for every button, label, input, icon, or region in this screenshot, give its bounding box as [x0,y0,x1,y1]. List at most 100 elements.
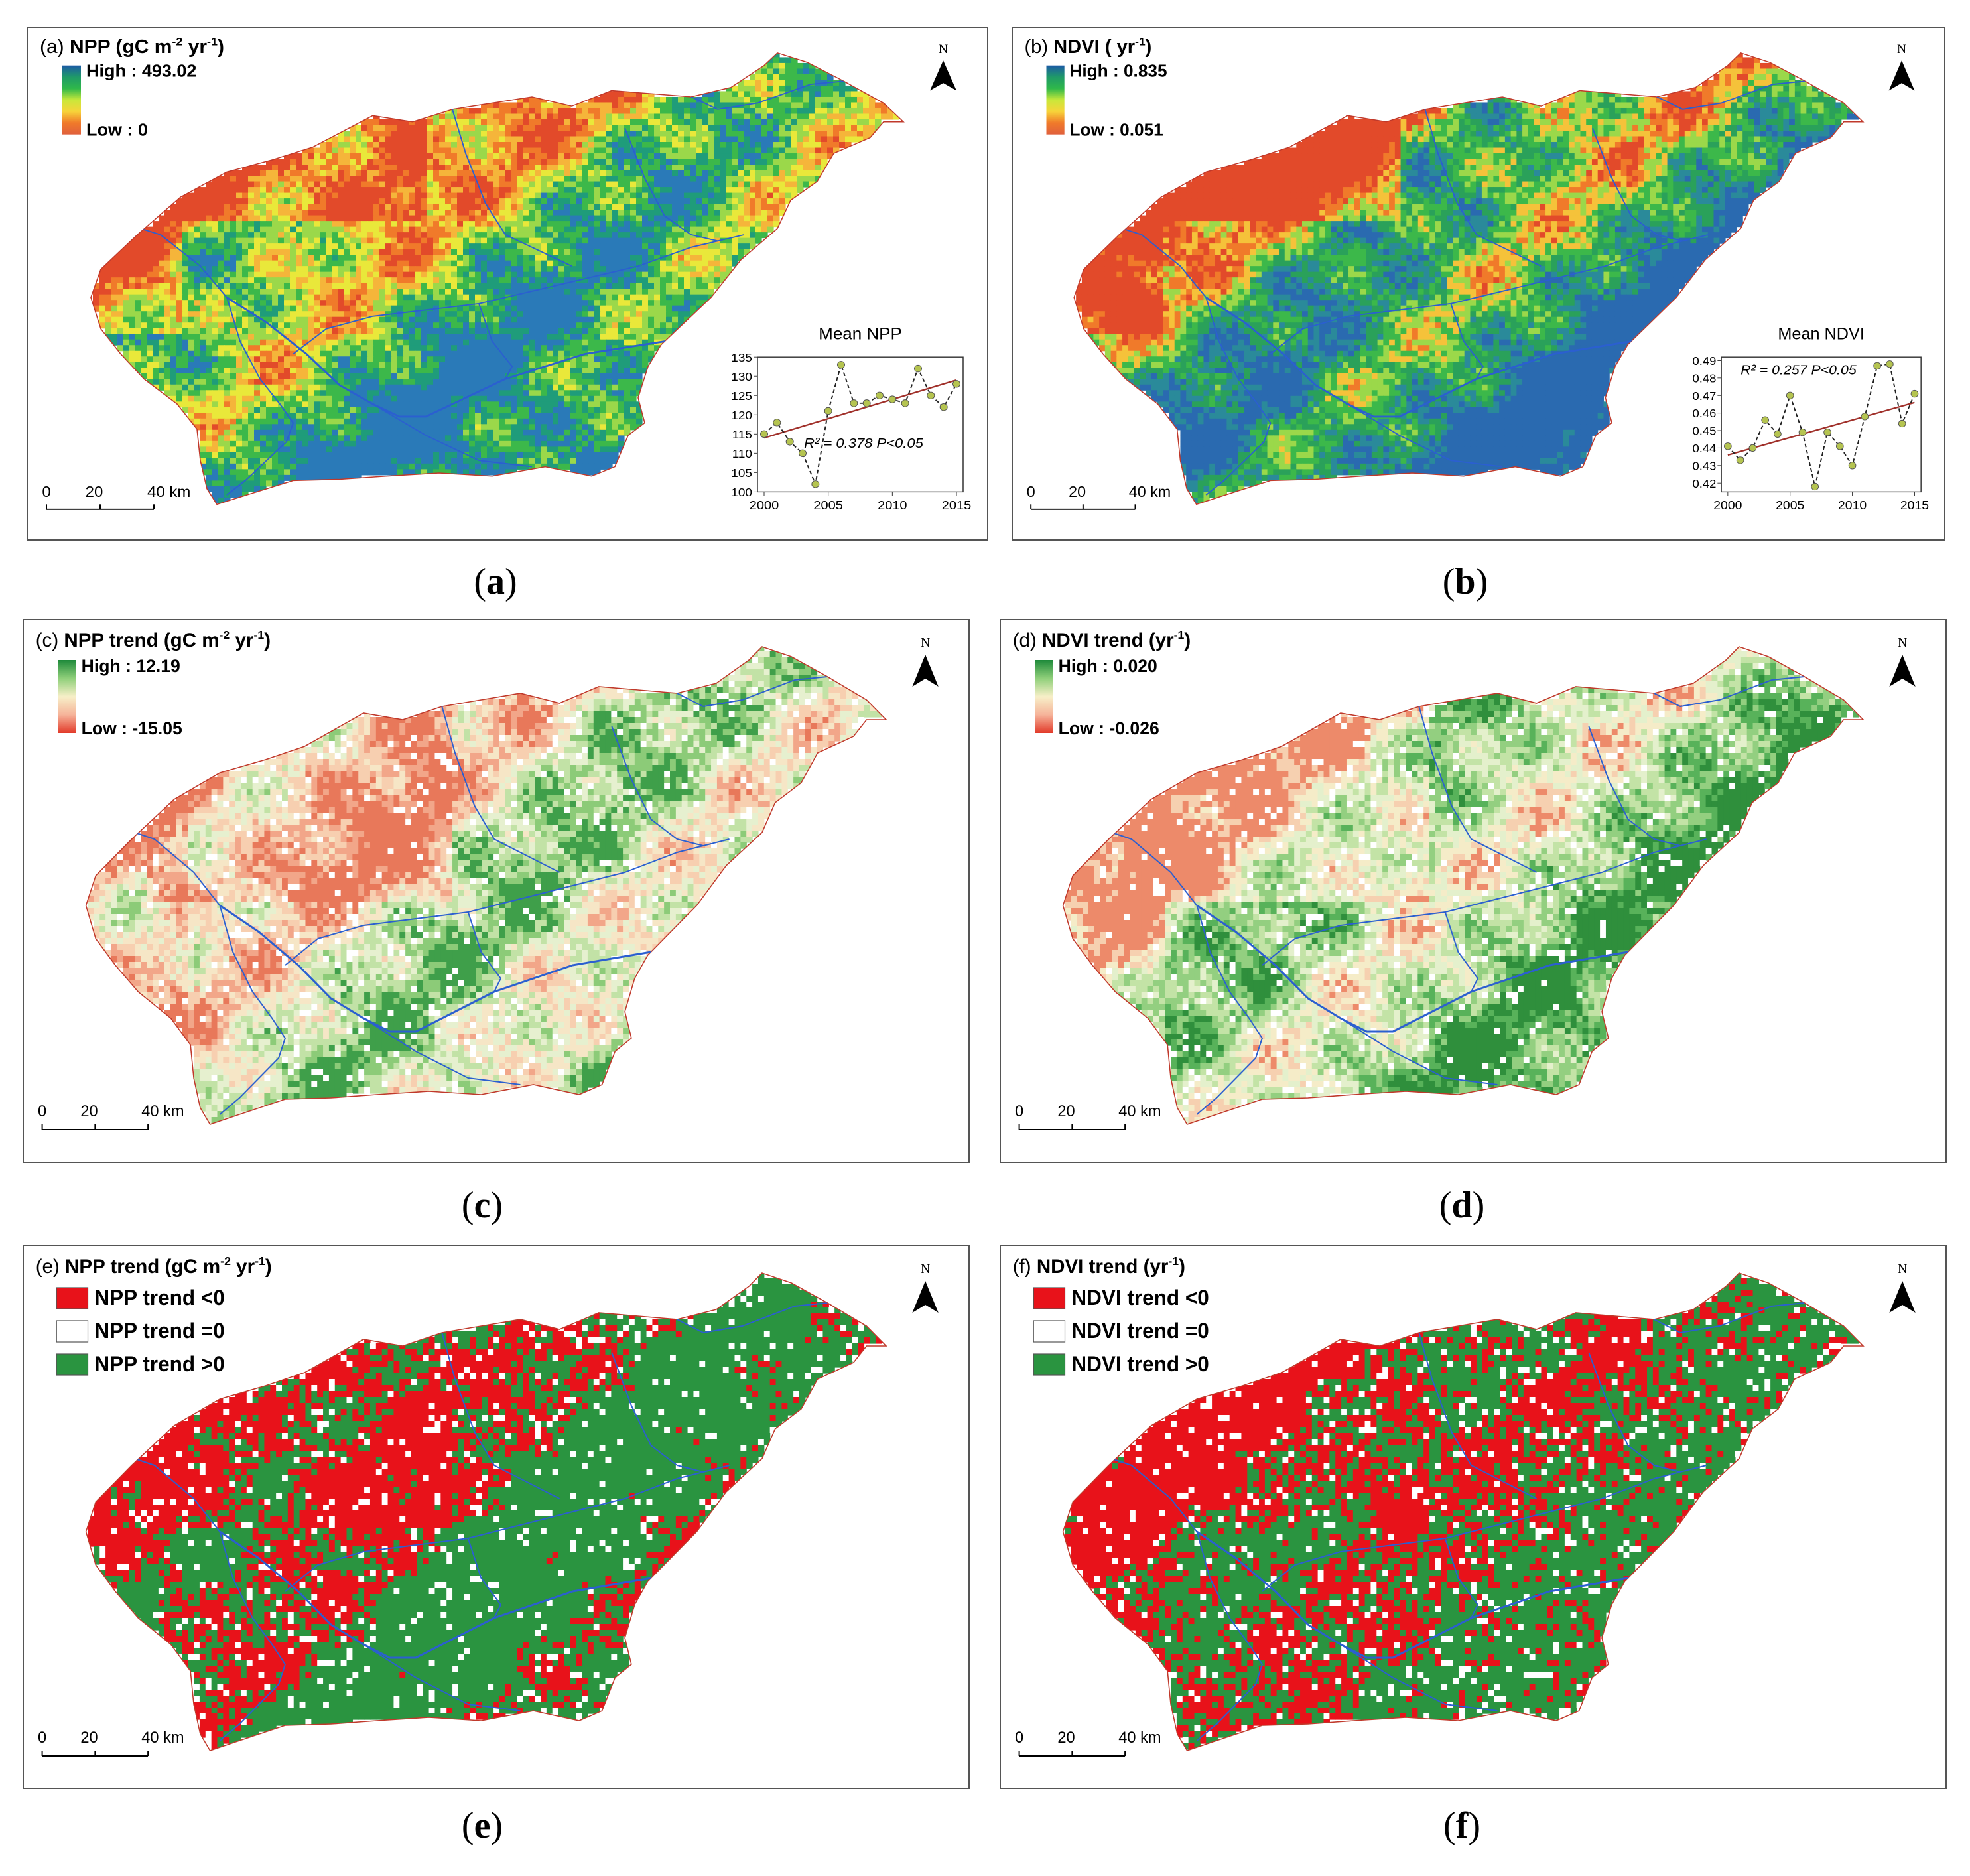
river [1196,904,1662,1033]
legend-high: High : 0.835 [1069,62,1167,81]
data-point [1736,456,1744,464]
panel-e: (e) NPP trend (gC m-2 yr-1) NPP trend <0 N… [23,1245,970,1789]
river [611,1352,704,1473]
scale-bar: 0 20 40 km [38,1729,184,1757]
river [1418,1332,1537,1499]
data-point [1861,413,1869,421]
inset-y-tick: 105 [731,466,752,479]
data-point [914,364,922,373]
inset-x-tick: 2015 [1900,499,1929,513]
map-c: (c) NPP trend (gC m-2 yr-1) High : 12.19 L… [36,628,939,1130]
river [1450,303,1484,379]
basin-boundary [1062,1272,1865,1751]
panel-title: (b) NDVI ( yr-1) [1024,35,1151,58]
inset-y-tick: 125 [731,389,752,402]
river [1588,726,1681,846]
inset-x-tick: 2015 [942,498,971,512]
river [1262,1465,1707,1592]
river [1340,1018,1498,1085]
inset-y-tick: 130 [731,369,752,383]
data-point [1786,391,1794,399]
data-point [876,391,884,399]
north-arrow-icon: N [1889,1262,1916,1313]
inset-chart: Mean NDVI 0.42 0.43 0.44 0.45 0.46 0.47 0.48 0.4… [1692,325,1929,513]
scale-bar: 0 20 40 km [42,484,190,510]
legend-swatch [1033,1320,1066,1343]
river [1418,706,1537,873]
basin-boundary [1062,646,1865,1125]
raster-f [1065,1273,1859,1750]
data-point [799,449,807,458]
legend-swatch [56,1287,89,1309]
river [467,1538,501,1619]
inset-x-tick: 2000 [750,498,779,512]
river [1588,1352,1681,1473]
legend-label: NPP trend =0 [94,1319,224,1343]
river [372,403,533,468]
data-point [1811,482,1819,491]
river [1205,297,1272,496]
inset-x-tick: 2010 [878,498,907,512]
river [478,303,513,379]
inset-y-tick: 0.45 [1692,425,1716,438]
data-point [888,395,897,403]
inset-y-tick: 120 [731,408,752,421]
panel-title: (c) NPP trend (gC m-2 yr-1) [36,628,271,651]
inset-x-tick: 2005 [813,498,842,512]
map-a: (a) NPP (gC m-2 yr-1) High : 493.02 Low : … [40,35,971,513]
river [690,80,844,110]
panel-caption: (f) [1396,1804,1528,1847]
inset-annotation: R² = 0.257 P<0.05 [1740,363,1857,378]
river [677,1302,828,1333]
north-arrow-icon: N [912,636,939,687]
scale-bar: 0 20 40 km [1027,483,1171,510]
data-point [785,438,794,446]
data-point [1898,419,1906,428]
raster-e [88,1273,882,1750]
panel-title: (f) NDVI trend (yr-1) [1013,1254,1185,1278]
north-arrow-icon: N [1888,42,1915,91]
map-d: (d) NDVI trend (yr-1) High : 0.020 Low : -… [1013,628,1916,1130]
data-point [1798,428,1807,436]
inset-y-tick: 100 [731,485,752,498]
scale-bar: 0 20 40 km [1015,1729,1161,1757]
inset-x-tick: 2010 [1838,499,1867,513]
trend-line [1727,401,1915,456]
legend-low: Low : -0.026 [1059,718,1159,738]
river [1654,1302,1805,1333]
river [1340,1644,1498,1711]
legend-swatch [56,1320,89,1343]
scale-bar: 0 20 40 km [38,1103,184,1130]
river [1656,80,1806,110]
legend-low: Low : 0 [86,120,148,139]
river [219,1531,286,1741]
inset-title: Mean NPP [819,325,902,343]
north-arrow-icon: N [1889,636,1916,687]
inset-annotation: R² = 0.378 P<0.05 [804,436,923,451]
map-f: (f) NDVI trend (yr-1) NDVI trend <0 NDVI t… [1013,1254,1916,1757]
inset-y-tick: 0.42 [1692,477,1716,490]
river [219,1530,685,1659]
panel-caption: (d) [1396,1184,1528,1227]
series-line [1727,363,1916,487]
series-line [763,362,957,487]
panel-c: (c) NPP trend (gC m-2 yr-1) High : 12.19 L… [23,619,970,1163]
river [611,726,704,846]
raster-a [93,52,899,503]
panel-title: (e) NPP trend (gC m-2 yr-1) [36,1254,272,1278]
river [219,905,286,1115]
legend-color-ramp [58,660,76,733]
panel-d: (d) NDVI trend (yr-1) High : 0.020 Low : -… [1000,619,1947,1163]
legend-label: NPP trend >0 [94,1352,224,1376]
panel-caption: (c) [416,1184,549,1227]
data-point [1748,444,1757,452]
data-point [939,403,948,411]
river [624,127,718,242]
river [1270,234,1709,355]
river [219,904,685,1033]
river [226,297,294,496]
river [467,911,501,992]
river [1444,1538,1478,1619]
inset-y-tick: 0.49 [1692,354,1716,368]
legend-high: High : 0.020 [1059,656,1157,676]
